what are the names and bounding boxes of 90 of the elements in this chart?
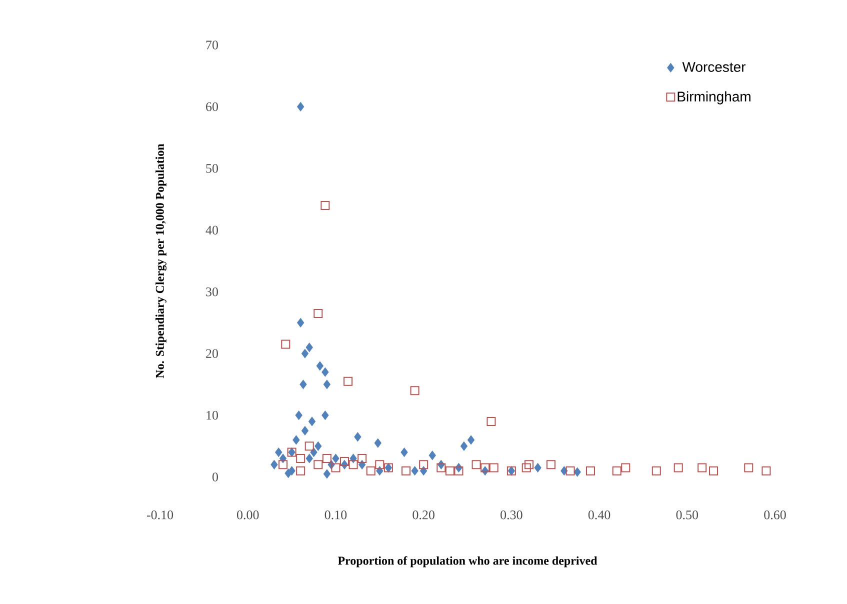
point [323, 380, 330, 389]
point [316, 361, 324, 370]
point [445, 466, 454, 476]
x-tick-label: 0.00 [236, 510, 259, 520]
point [428, 450, 436, 460]
point [366, 466, 376, 476]
point [546, 460, 556, 470]
y-tick-label: 10 [206, 410, 218, 420]
point [454, 466, 464, 476]
x-tick-label: 0.10 [324, 510, 347, 520]
point [358, 454, 367, 463]
point [612, 466, 622, 476]
point [480, 463, 490, 472]
point [460, 442, 468, 451]
point [419, 460, 428, 470]
point [323, 469, 330, 478]
x-axis-title: Proportion of population who are income deprived [338, 556, 598, 568]
y-tick-label: 40 [206, 226, 218, 235]
point [400, 448, 408, 457]
point [322, 368, 329, 377]
y-tick-label: 20 [206, 349, 218, 358]
point [402, 466, 410, 476]
point [709, 466, 718, 476]
point [375, 460, 384, 470]
point [306, 342, 313, 352]
point [292, 435, 300, 444]
point [468, 435, 475, 444]
point [275, 448, 282, 457]
point [674, 463, 683, 472]
point [332, 454, 340, 463]
point [340, 457, 350, 466]
point [278, 460, 288, 470]
point [297, 318, 304, 328]
x-tick-label: 0.60 [764, 510, 786, 520]
x-tick-label: 0.30 [500, 510, 522, 520]
y-axis-title: No. Stipendiary Clergy per 10,000 Population [155, 144, 166, 378]
point [310, 448, 318, 457]
point [314, 442, 322, 451]
point [304, 442, 314, 451]
y-tick-label: 30 [206, 287, 218, 296]
point [744, 463, 754, 472]
point [301, 349, 308, 358]
point [301, 426, 308, 436]
point [411, 466, 418, 476]
point [270, 460, 278, 470]
x-tick-label: 0.20 [412, 510, 434, 520]
point [348, 460, 358, 470]
point [320, 200, 330, 210]
point [322, 454, 332, 463]
y-tick-label: 0 [212, 472, 218, 482]
point [472, 460, 481, 470]
point [354, 432, 362, 442]
point [288, 466, 296, 476]
point [586, 466, 595, 476]
point [314, 308, 323, 318]
point [560, 466, 568, 476]
point [322, 410, 329, 420]
point [762, 466, 771, 476]
point [534, 463, 542, 472]
point [522, 463, 531, 472]
point [410, 386, 420, 396]
x-tick-label: -0.10 [146, 510, 174, 520]
point [296, 454, 306, 463]
x-tick-label: 0.50 [676, 510, 698, 520]
point [652, 466, 661, 476]
y-tick-label: 50 [206, 164, 218, 173]
point [489, 463, 498, 472]
point [566, 466, 575, 476]
point [300, 380, 307, 389]
point [574, 468, 581, 477]
point [331, 463, 340, 472]
point [486, 416, 496, 426]
y-tick-label: 60 [206, 102, 218, 112]
point [344, 376, 353, 386]
point [308, 416, 316, 426]
point [524, 460, 534, 470]
point [621, 463, 630, 472]
y-tick-label: 70 [206, 40, 218, 50]
point [296, 466, 306, 476]
legend-label: Birmingham [678, 91, 750, 104]
point [281, 340, 290, 349]
point [374, 438, 382, 448]
point [314, 460, 323, 470]
point [698, 463, 707, 472]
point [436, 463, 446, 472]
legend-label: Worcester [682, 62, 746, 72]
x-tick-label: 0.40 [588, 510, 610, 520]
point [295, 410, 302, 420]
point [297, 102, 304, 112]
point [306, 454, 313, 463]
